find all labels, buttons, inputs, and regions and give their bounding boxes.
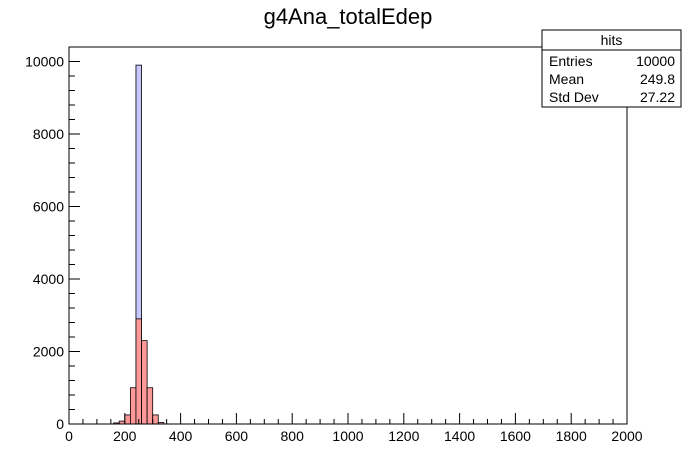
series-1-bar-4 (135, 318, 142, 425)
stats-label-mean: Mean (549, 71, 584, 87)
x-tick-label: 1000 (332, 428, 363, 444)
series-1-bar-7 (152, 414, 159, 425)
stats-label-entries: Entries (549, 53, 593, 69)
x-tick-label: 0 (65, 428, 73, 444)
axes-layer: 0 200 400 600 800 1000 1200 1400 1600 1800 2000 0 20… (25, 46, 643, 444)
stats-value-mean: 249.8 (640, 71, 675, 87)
y-tick-label: 0 (56, 416, 64, 432)
bars-layer (113, 64, 165, 425)
x-tick-label: 600 (225, 428, 249, 444)
stats-value-stddev: 27.22 (640, 89, 675, 105)
stats-box-title: hits (601, 32, 623, 48)
x-tick-label: 1800 (556, 428, 587, 444)
x-tick-label: 400 (169, 428, 193, 444)
series-1-bar-2 (124, 414, 131, 425)
x-tick-label: 1200 (388, 428, 419, 444)
x-tick-label: 800 (281, 428, 305, 444)
x-tick-label: 1600 (500, 428, 531, 444)
stats-box-frame (541, 29, 682, 108)
y-tick-label: 8000 (33, 126, 64, 142)
y-tick-label: 10000 (25, 54, 64, 70)
stats-value-entries: 10000 (636, 53, 675, 69)
x-tick-label: 1400 (444, 428, 475, 444)
y-tick-label: 2000 (33, 344, 64, 360)
chart-title: g4Ana_totalEdep (264, 4, 433, 29)
y-tick-label: 6000 (33, 199, 64, 215)
series-1-bar-3 (129, 387, 137, 425)
stats-box: hits Entries 10000 Mean 249.8 Std Dev 27… (541, 29, 682, 108)
x-tick-label: 200 (113, 428, 137, 444)
x-tick-label: 2000 (611, 428, 642, 444)
stats-label-stddev: Std Dev (549, 89, 599, 105)
y-tick-label: 4000 (33, 271, 64, 287)
series-1-bar-5 (141, 340, 148, 425)
series-1-bar-6 (146, 387, 154, 425)
